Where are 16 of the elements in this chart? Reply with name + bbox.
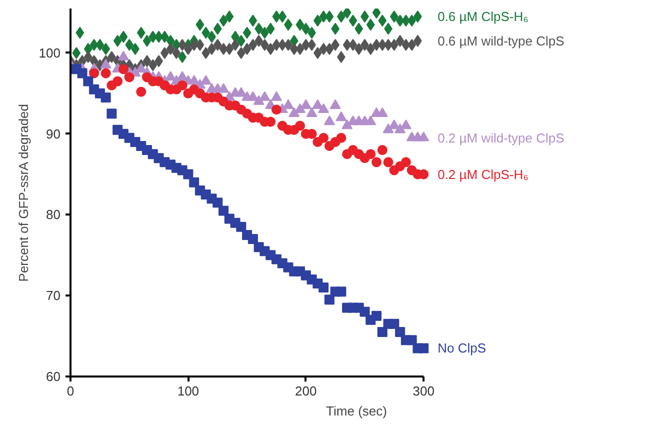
y-tick-label: 100 [38,45,61,60]
x-tick-label: 200 [295,384,317,398]
series-label: No ClpS [438,340,486,356]
x-axis-title: Time (sec) [326,404,387,418]
series-label: 0.2 µM wild-type ClpS [438,130,565,146]
x-tick-label: 100 [177,384,200,398]
series-label: 0.6 µM wild-type ClpS [438,33,565,48]
y-tick-label: 70 [46,288,61,304]
y-axis-title: Percent of GFP-ssrA degraded [16,104,31,282]
x-tick-label: 0 [66,384,74,398]
y-tick-label: 90 [46,126,61,142]
x-tick-label: 300 [412,384,434,398]
series-label: 0.6 µM ClpS-H₆ [438,9,528,24]
y-tick-label: 60 [46,369,61,384]
series-label: 0.2 µM ClpS-H₆ [438,166,528,182]
y-tick-label: 80 [46,207,61,222]
